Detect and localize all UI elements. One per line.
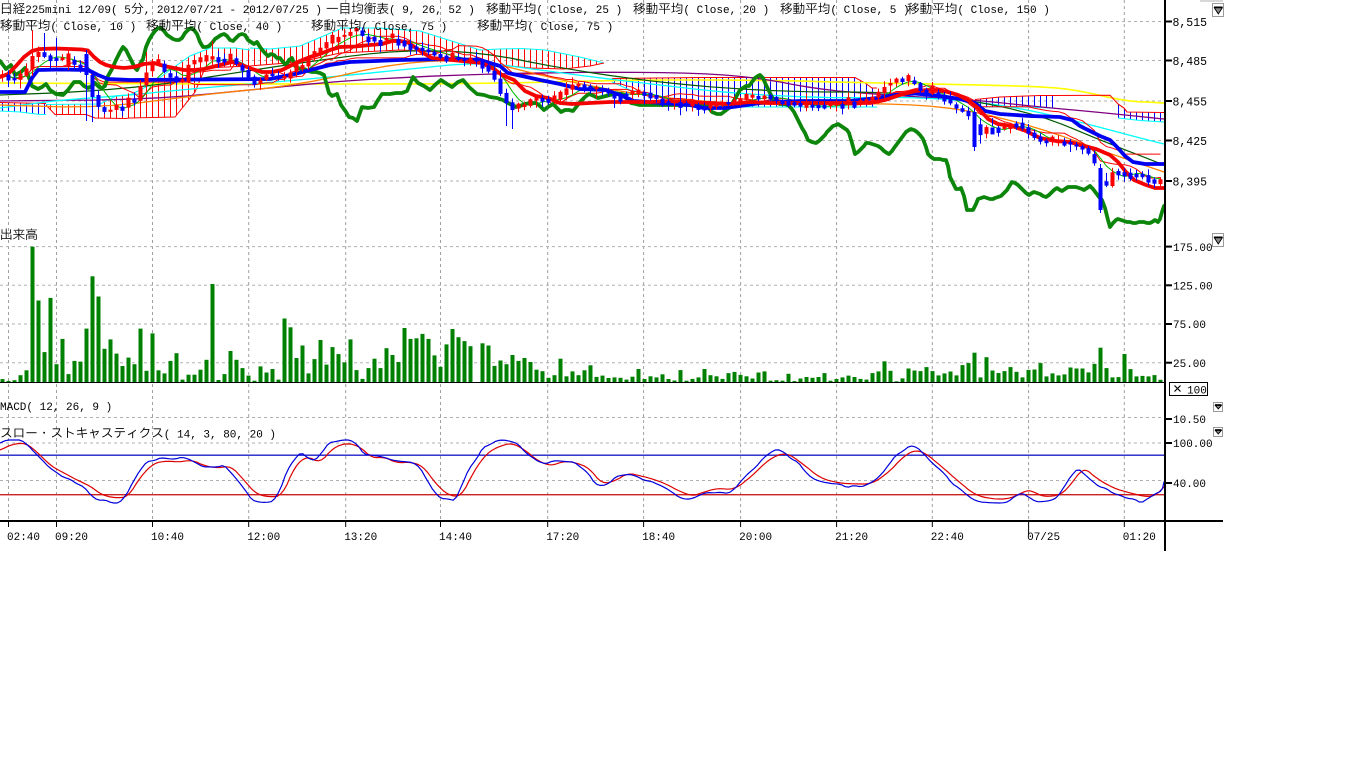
svg-text:21:20: 21:20 — [835, 532, 868, 544]
svg-text:12:00: 12:00 — [247, 532, 280, 544]
svg-text:17:20: 17:20 — [546, 532, 579, 544]
svg-text:8,455: 8,455 — [1173, 96, 1208, 109]
svg-text:8,395: 8,395 — [1173, 176, 1208, 189]
svg-text:13:20: 13:20 — [344, 532, 377, 544]
svg-text:( Close, 75 ): ( Close, 75 ) — [361, 22, 447, 34]
svg-text:20:00: 20:00 — [739, 532, 772, 544]
svg-text:40.00: 40.00 — [1173, 479, 1206, 491]
svg-text:02:40: 02:40 — [7, 532, 40, 544]
svg-text:( Close, 25 ): ( Close, 25 ) — [536, 5, 622, 17]
svg-text:18:40: 18:40 — [642, 532, 675, 544]
svg-text:01:20: 01:20 — [1123, 532, 1156, 544]
svg-text:125.00: 125.00 — [1173, 282, 1213, 294]
svg-text:( Close, 150 ): ( Close, 150 ) — [957, 5, 1049, 17]
svg-text:( Close, 40 ): ( Close, 40 ) — [196, 22, 282, 34]
svg-text:( 9, 26, 52 ): ( 9, 26, 52 ) — [389, 5, 475, 17]
svg-text:175.00: 175.00 — [1173, 243, 1213, 255]
svg-text:225mini 12/09( 5: 225mini 12/09( 5 — [25, 5, 131, 17]
svg-text:( Close, 20 ): ( Close, 20 ) — [683, 5, 769, 17]
svg-text:09:20: 09:20 — [55, 532, 88, 544]
svg-text:MACD( 12, 26, 9 ): MACD( 12, 26, 9 ) — [0, 402, 112, 414]
svg-text:8,515: 8,515 — [1173, 17, 1208, 30]
svg-text:14:40: 14:40 — [439, 532, 472, 544]
svg-text:8,485: 8,485 — [1173, 56, 1208, 69]
svg-text:8,425: 8,425 — [1173, 136, 1208, 149]
svg-text:75.00: 75.00 — [1173, 320, 1206, 332]
svg-text:, 2012/07/21 - 2012/07/25 ): , 2012/07/21 - 2012/07/25 ) — [144, 5, 322, 17]
svg-text:25.00: 25.00 — [1173, 359, 1206, 371]
svg-text:100: 100 — [1187, 386, 1207, 398]
svg-text:( 14, 3, 80, 20 ): ( 14, 3, 80, 20 ) — [164, 430, 276, 442]
svg-text:07/25: 07/25 — [1027, 532, 1060, 544]
svg-text:100.00: 100.00 — [1173, 439, 1213, 451]
svg-text:10.50: 10.50 — [1173, 415, 1206, 427]
svg-text:( Close, 10 ): ( Close, 10 ) — [50, 22, 136, 34]
svg-text:( Close, 5 ): ( Close, 5 ) — [830, 5, 909, 17]
svg-text:( Close, 75 ): ( Close, 75 ) — [527, 22, 613, 34]
svg-text:10:40: 10:40 — [151, 532, 184, 544]
svg-text:22:40: 22:40 — [931, 532, 964, 544]
